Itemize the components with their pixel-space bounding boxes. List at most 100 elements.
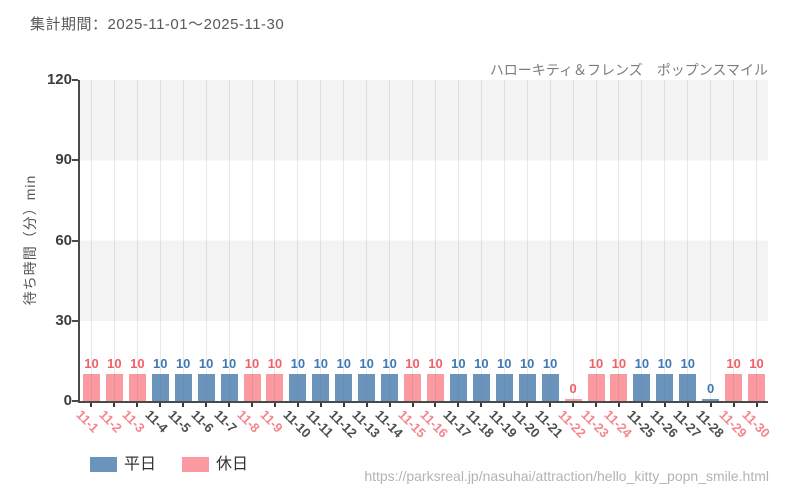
gridline [274,80,276,401]
bar-11-6 [197,374,215,401]
y-tick-label-60: 60 [55,231,72,249]
bar-11-27 [679,374,697,401]
gridline [664,80,666,401]
x-tick-label-11-8: 11-8 [234,407,263,436]
x-tick-mark [296,403,299,407]
bar-11-25 [633,374,651,401]
bar-value-label-11-22: 0 [569,381,577,396]
bar-value-label-11-13: 10 [359,356,374,372]
y-tick-mark [72,79,78,81]
x-tick-mark [273,403,276,407]
bar-value-label-11-19: 10 [497,356,512,372]
x-tick-mark [434,403,437,407]
bar-value-label-11-9: 10 [267,356,283,372]
gridline [595,80,597,401]
x-tick-label-11-6: 11-6 [188,407,218,436]
x-tick-mark [113,403,116,407]
gridline [641,80,643,401]
attraction-name-label: ハローキティ＆フレンズ ポップンスマイル [489,62,768,78]
bar-value-label-11-15: 10 [405,356,420,372]
bar-value-label-11-29: 10 [726,356,741,372]
bar-11-30 [748,374,766,401]
bar-value-label-11-16: 10 [428,356,443,372]
bar-11-18 [472,374,490,401]
bar-11-8 [243,374,261,401]
x-tick-label-11-5: 11-5 [165,407,195,436]
bar-value-label-11-25: 10 [634,356,650,372]
x-tick-mark [342,403,345,407]
x-tick-mark [90,403,93,407]
bar-11-19 [495,374,513,401]
x-tick-label-11-3: 11-3 [119,407,149,436]
gridline [572,80,574,401]
gridline [503,80,505,401]
gridline [733,80,735,401]
gridline [136,80,138,401]
x-tick-mark [159,403,162,407]
y-tick-label-120: 120 [46,71,72,88]
gridline [549,80,551,401]
y-tick-label-90: 90 [55,151,72,169]
gridline [756,80,758,401]
bar-11-14 [381,374,399,401]
bar-value-label-11-24: 10 [611,356,627,372]
x-tick-mark [480,403,483,407]
bar-11-12 [335,374,353,401]
legend-item-weekday: 平日 [90,457,156,473]
bar-11-28 [702,399,720,401]
legend-label-holiday: 休日 [216,456,249,473]
x-tick-mark [617,403,620,407]
gridline [205,80,207,401]
bar-value-label-11-6: 10 [198,356,214,372]
bar-11-1 [82,374,100,401]
bar-11-26 [656,374,674,401]
bar-11-11 [312,374,330,401]
x-tick-mark [572,403,575,407]
bar-value-label-11-1: 10 [84,356,99,372]
x-tick-mark [457,403,460,407]
legend: 平日 休日 [90,456,249,473]
x-tick-label-11-9: 11-9 [257,407,286,436]
gridline [710,80,712,401]
gridline [182,80,184,401]
bar-value-label-11-5: 10 [175,356,191,372]
gridline [412,80,414,401]
x-tick-mark [549,403,552,407]
bar-value-label-11-30: 10 [749,356,764,372]
y-tick-mark [72,159,78,162]
plot-area [80,80,768,401]
bar-11-13 [358,374,376,401]
gridline [480,80,482,401]
x-tick-mark [503,403,506,407]
x-tick-mark [663,403,666,407]
aggregation-period-label: 集計期間：2025-11-01～2025-11-30 [30,16,285,33]
gridline [90,80,92,401]
bar-value-label-11-23: 10 [588,356,604,372]
legend-item-holiday: 休日 [182,456,249,473]
gridline [297,80,299,401]
x-tick-mark [251,403,253,407]
x-tick-mark [686,403,689,407]
x-tick-mark [228,403,231,407]
x-tick-mark [640,403,643,407]
bar-11-2 [105,374,123,401]
bar-11-3 [128,374,146,401]
x-tick-label-11-7: 11-7 [211,407,240,436]
x-tick-mark [136,403,139,407]
bar-11-23 [587,374,605,401]
x-tick-mark [526,403,529,407]
y-tick-label-30: 30 [55,311,72,329]
x-tick-label-11-1: 11-1 [73,407,103,436]
bar-11-21 [541,374,559,401]
bar-value-label-11-20: 10 [519,356,535,372]
bar-value-label-11-12: 10 [336,356,351,372]
bar-11-24 [610,374,628,401]
bar-value-label-11-11: 10 [313,356,329,372]
x-tick-mark [388,403,391,407]
bar-value-label-11-4: 10 [153,356,168,372]
gridline [159,80,161,401]
bar-11-10 [289,374,307,401]
legend-swatch-holiday [182,457,210,472]
bar-11-9 [266,374,284,401]
